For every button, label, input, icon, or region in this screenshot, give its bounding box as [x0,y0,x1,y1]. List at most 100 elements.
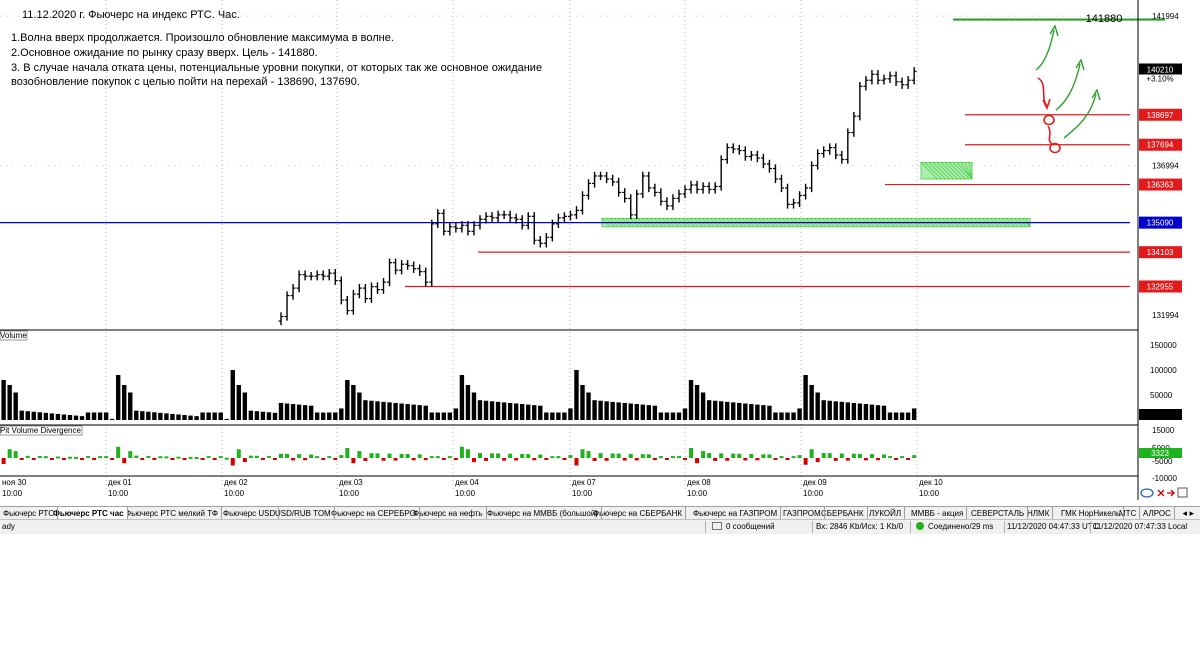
tab-9[interactable]: Фьючерс на СБЕРБАНК [590,507,686,520]
tab-18[interactable]: МТС [1116,507,1141,520]
volume-bar [37,412,42,420]
price-chart[interactable]: 138697 137694 136363 135090 134103 132955 1418… [0,0,1200,500]
price-axis-tick: 136994 [1152,162,1179,171]
volume-bar [369,400,374,420]
volume-bar [471,392,477,420]
tab-13[interactable]: ЛУКОЙЛ [866,507,906,520]
tab-5[interactable]: USD/RUB TOM [272,507,335,520]
status-ready: ady [2,522,15,531]
envelope-icon [712,522,722,530]
tab-10[interactable]: Фьючерс на ГАЗПРОМ [690,507,782,520]
divergence-bar [465,449,470,458]
link-chart-icon[interactable] [1140,488,1154,498]
volume-bar [327,412,332,420]
zone-hatch [948,162,966,180]
tab-14[interactable]: ММВБ - акция [908,507,968,520]
divergence-bar [857,453,862,458]
volume-bar [887,412,893,420]
tab-19[interactable]: АЛРОС [1140,507,1175,520]
volume-bar [43,412,49,420]
divergence-bar [285,453,290,458]
volume-bar [308,405,314,420]
volume-bar [393,402,398,420]
volume-bar [526,404,531,420]
divergence-panel-label-box [0,425,83,436]
volume-bar [31,411,36,420]
x-axis-time-label: 10:00 [803,489,824,498]
target-label: 141880 [1086,13,1123,25]
divergence-bar [73,456,78,459]
tab-2[interactable]: Фьючерс РТС час [50,507,128,520]
divergence-bar [725,458,730,461]
divergence-bar [900,456,905,459]
divergence-bar [369,453,374,458]
volume-bar [109,418,115,420]
status-utc-time: 11/12/2020 04:47:33 UTC [1007,522,1099,531]
volume-bar [200,412,205,420]
divergence-bar [399,453,404,458]
x-axis-time-label: 10:00 [919,489,940,498]
zone-hatch [932,162,950,180]
divergence-bar [707,453,712,458]
chart-area[interactable]: 138697 137694 136363 135090 134103 132955 1418… [0,0,1200,500]
price-level-marker [1139,216,1182,229]
volume-bar [592,400,597,420]
tab-7[interactable]: Фьючерс на нефть [410,507,487,520]
price-level-marker [1139,138,1182,151]
zone-hatch [944,162,962,180]
divergence-bar [689,448,694,458]
volume-bar [881,405,887,420]
x-axis-time-label: 10:00 [339,489,360,498]
volume-bar [803,375,808,420]
divergence-bar [31,458,36,460]
divergence-bar [791,456,796,459]
close-chart-icon[interactable] [1157,489,1165,497]
divergence-bar [628,453,633,458]
zone-hatch [968,162,973,180]
tab-16[interactable]: НЛМК [1024,507,1054,520]
tab-15[interactable]: СЕВЕРСТАЛЬ [968,507,1029,520]
tab-8[interactable]: Фьючерс на ММВБ (большой) [484,507,602,520]
auto-scroll-icon[interactable] [1177,487,1188,498]
volume-bar [236,385,241,420]
volume-bar [7,385,12,420]
scroll-right-icon[interactable] [1167,489,1175,497]
divergence-bar [562,458,567,460]
tab-11[interactable]: ГАЗПРОМ [780,507,825,520]
volume-bar [218,412,223,420]
divergence-bar [622,458,627,461]
divergence-bar [37,456,42,459]
divergence-bar [375,453,380,458]
volume-bar [875,405,881,420]
divergence-bar [61,458,66,460]
tab-12[interactable]: СБЕРБАНК [818,507,868,520]
divergence-bar [43,456,48,459]
tab-4[interactable]: Фьючерс USD [220,507,280,520]
divergence-bar [315,456,320,459]
tab-scroll-arrows[interactable]: ◂ ▸ [1182,508,1194,518]
volume-bar [302,405,308,420]
divergence-axis-tick: -10000 [1152,474,1177,483]
tab-1[interactable]: Фьючерс РТС [0,507,59,520]
divergence-bar [851,453,856,458]
zone-hatch [920,162,938,180]
divergence-bar [333,458,338,460]
volume-bar [266,412,272,420]
volume-bar [188,415,193,420]
status-local-time: 11/12/2020 07:47:33 Local [1093,522,1188,531]
divergence-bar [502,458,507,461]
tab-3[interactable]: Фьючерс РТС мелкий ТФ [122,507,222,520]
tab-17[interactable]: ГМК НорНикель [1058,507,1125,520]
x-axis-time-label: 10:00 [2,489,23,498]
zone-hatch [940,162,958,180]
divergence-bar [574,458,579,466]
status-divider [1004,521,1005,533]
volume-bar [429,412,434,420]
volume-axis-tick: 150000 [1150,341,1177,350]
volume-bar [821,400,826,420]
volume-bar [634,404,639,420]
tab-6[interactable]: Фьючерс на СЕРЕБРО [328,507,420,520]
volume-bar [598,400,603,420]
volume-bar [242,392,248,420]
status-divider [812,521,813,533]
